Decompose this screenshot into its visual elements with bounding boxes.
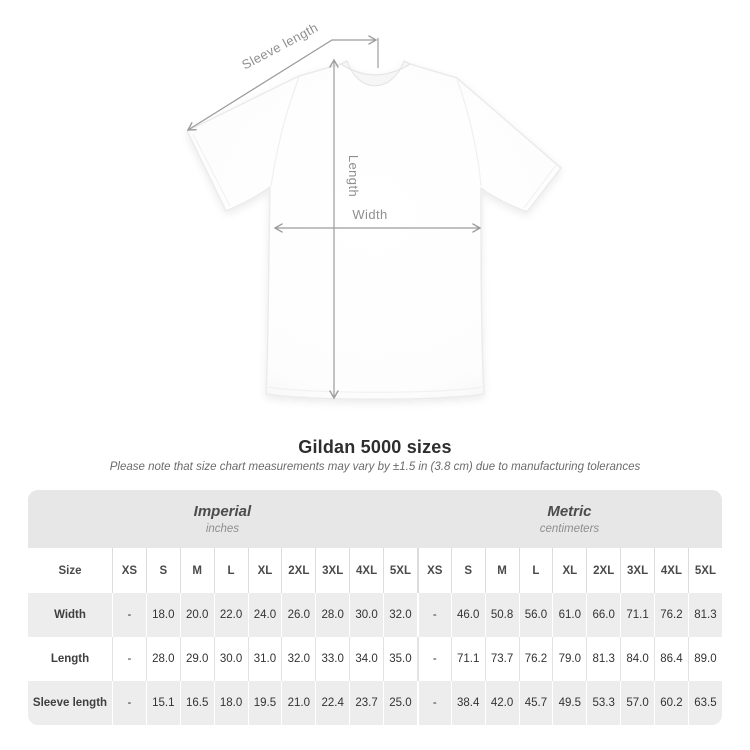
measurement-cell: 32.0 bbox=[281, 637, 316, 681]
size-col-header: XS bbox=[416, 548, 451, 593]
measurement-cell: 20.0 bbox=[179, 593, 214, 637]
measurement-cell: 32.0 bbox=[383, 593, 417, 637]
imperial-group-header: Imperial inches bbox=[28, 490, 417, 548]
measurement-cell: 86.4 bbox=[654, 637, 688, 681]
row-label-length: Length bbox=[28, 637, 112, 681]
sleeve-length-label: Sleeve length bbox=[239, 20, 320, 73]
size-col-header: XS bbox=[112, 548, 146, 593]
measurement-cell: 66.0 bbox=[586, 593, 621, 637]
measurement-cell: - bbox=[416, 637, 451, 681]
tshirt-shape bbox=[186, 60, 562, 400]
measurement-cell: 31.0 bbox=[247, 637, 282, 681]
size-col-header: L bbox=[213, 548, 248, 593]
measurement-cell: 84.0 bbox=[620, 637, 654, 681]
measurement-cell: 30.0 bbox=[349, 593, 383, 637]
measurement-cell: 34.0 bbox=[349, 637, 383, 681]
size-col-header: S bbox=[145, 548, 180, 593]
unit-group-header-row: Imperial inches Metric centimeters bbox=[28, 490, 722, 548]
measurement-cell: 50.8 bbox=[484, 593, 519, 637]
size-col-header: 4XL bbox=[654, 548, 688, 593]
measurement-cell: 22.0 bbox=[213, 593, 248, 637]
size-col-header: 5XL bbox=[687, 548, 722, 593]
measurement-cell: 26.0 bbox=[281, 593, 316, 637]
metric-group-header: Metric centimeters bbox=[416, 490, 722, 548]
measurement-cell: 38.4 bbox=[450, 681, 485, 725]
measurement-cell: 30.0 bbox=[213, 637, 248, 681]
size-corner-header: Size bbox=[28, 548, 112, 593]
measurement-cell: 18.0 bbox=[145, 593, 180, 637]
measurement-cell: 16.5 bbox=[179, 681, 214, 725]
measurement-row: Width -18.0 20.0 22.0 24.0 26.0 28.0 30.0 32.0-… bbox=[28, 593, 722, 637]
size-col-header: 2XL bbox=[281, 548, 316, 593]
row-label-width: Width bbox=[28, 593, 112, 637]
measurement-cell: 45.7 bbox=[518, 681, 553, 725]
size-col-header: S bbox=[450, 548, 485, 593]
measurement-cell: 28.0 bbox=[145, 637, 180, 681]
size-header-row: Size XS S M L XL 2XL 3XL 4XL 5XL XS S M L XL 2XL 3XL 4XL… bbox=[28, 548, 722, 593]
metric-label: Metric bbox=[547, 503, 592, 521]
measurement-cell: 49.5 bbox=[552, 681, 587, 725]
size-col-header: XL bbox=[552, 548, 587, 593]
size-col-header: 4XL bbox=[349, 548, 383, 593]
measurement-cell: 28.0 bbox=[315, 593, 350, 637]
measurement-cell: 42.0 bbox=[484, 681, 519, 725]
measurement-cell: 25.0 bbox=[383, 681, 417, 725]
imperial-unit: inches bbox=[205, 522, 240, 535]
size-col-header: M bbox=[179, 548, 214, 593]
measurement-cell: 53.3 bbox=[586, 681, 621, 725]
measurement-cell: 71.1 bbox=[450, 637, 485, 681]
measurement-cell: 60.2 bbox=[654, 681, 688, 725]
imperial-label: Imperial bbox=[193, 503, 252, 521]
width-label: Width bbox=[352, 207, 387, 222]
measurement-cell: - bbox=[416, 681, 451, 725]
size-col-header: 5XL bbox=[383, 548, 417, 593]
size-col-header: 2XL bbox=[586, 548, 621, 593]
measurement-cell: 24.0 bbox=[247, 593, 282, 637]
measurement-row: Length -28.0 29.0 30.0 31.0 32.0 33.0 34.0 35.0… bbox=[28, 637, 722, 681]
measurement-cell: - bbox=[112, 593, 146, 637]
measurement-cell: 35.0 bbox=[383, 637, 417, 681]
measurement-cell: 22.4 bbox=[315, 681, 350, 725]
measurement-cell: 73.7 bbox=[484, 637, 519, 681]
measurement-cell: 18.0 bbox=[213, 681, 248, 725]
measurement-cell: 63.5 bbox=[687, 681, 722, 725]
size-col-header: L bbox=[518, 548, 553, 593]
measurement-cell: 57.0 bbox=[620, 681, 654, 725]
measurement-cell: 81.3 bbox=[586, 637, 621, 681]
measurement-cell: - bbox=[112, 681, 146, 725]
size-col-header: 3XL bbox=[315, 548, 350, 593]
length-label: Length bbox=[346, 155, 361, 197]
measurement-cell: 71.1 bbox=[620, 593, 654, 637]
metric-unit: centimeters bbox=[539, 522, 600, 535]
measurement-cell: 56.0 bbox=[518, 593, 553, 637]
measurement-cell: 21.0 bbox=[281, 681, 316, 725]
size-col-header: 3XL bbox=[620, 548, 654, 593]
row-label-sleeve-length: Sleeve length bbox=[28, 681, 112, 725]
measurement-cell: 33.0 bbox=[315, 637, 350, 681]
size-col-header: XL bbox=[247, 548, 282, 593]
measurement-cell: 29.0 bbox=[179, 637, 214, 681]
measurement-row: Sleeve length -15.1 16.5 18.0 19.5 21.0 22.4 2… bbox=[28, 681, 722, 725]
measurement-cell: 23.7 bbox=[349, 681, 383, 725]
measurement-cell: 89.0 bbox=[687, 637, 722, 681]
measurement-cell: 15.1 bbox=[145, 681, 180, 725]
measurement-cell: 76.2 bbox=[518, 637, 553, 681]
tshirt-diagram: Width Length Sleeve length bbox=[186, 20, 562, 400]
measurement-cell: 79.0 bbox=[552, 637, 587, 681]
page-title: Gildan 5000 sizes bbox=[298, 437, 452, 457]
measurement-cell: 61.0 bbox=[552, 593, 587, 637]
measurement-cell: 81.3 bbox=[687, 593, 722, 637]
measurement-cell: - bbox=[416, 593, 451, 637]
tolerance-note: Please note that size chart measurements… bbox=[109, 461, 641, 473]
sleeve-length-arrow bbox=[186, 35, 378, 131]
size-chart-table: Imperial inches Metric centimeters Size … bbox=[28, 490, 722, 725]
measurement-cell: 19.5 bbox=[247, 681, 282, 725]
measurement-cell: - bbox=[112, 637, 146, 681]
size-col-header: M bbox=[484, 548, 519, 593]
measurement-cell: 76.2 bbox=[654, 593, 688, 637]
measurement-cell: 46.0 bbox=[450, 593, 485, 637]
dimension-annotations bbox=[186, 35, 482, 400]
